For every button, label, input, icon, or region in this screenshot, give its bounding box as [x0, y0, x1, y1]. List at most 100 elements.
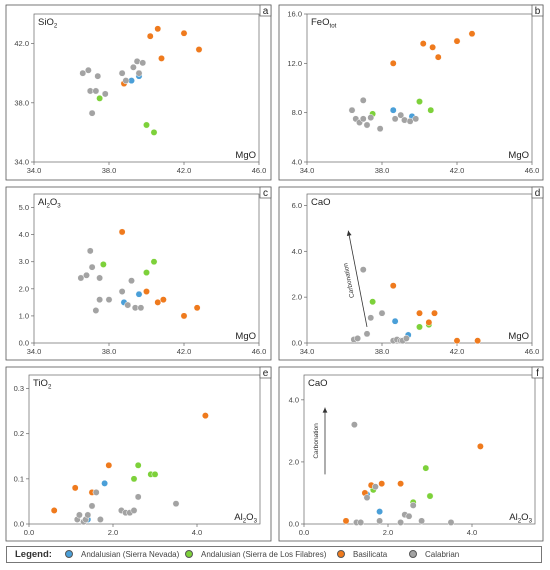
x-axis-label-f: Al2O3: [509, 512, 532, 525]
point-c-calabrian-8: [118, 288, 126, 295]
point-f-calabrian-10: [418, 517, 426, 525]
point-d-calabrian-10: [402, 334, 410, 342]
x-axis-label-d: MgO: [508, 331, 529, 342]
point-e-calabrian-11: [130, 507, 138, 514]
x-tick-label-c-2: 42.0: [177, 347, 192, 356]
x-tick-label-a-1: 38.0: [102, 166, 117, 175]
x-tick-label-e-2: 4.0: [192, 528, 202, 537]
point-d-los-filabres-1: [416, 323, 423, 331]
point-a-calabrian-9: [129, 63, 137, 71]
y-axis-label-c-part-1: 2: [46, 203, 50, 210]
legend-item-calabrian: Calabrian: [409, 550, 459, 559]
point-c-calabrian-6: [96, 274, 104, 282]
panel-a: 34.0 38.0 42.0 46.0 34.0 38.0 42.0 a SiO2 MgO: [5, 4, 272, 181]
x-axis-label-e-part-2: O: [246, 512, 253, 523]
y-tick-label-d-3: 6.0: [292, 201, 302, 210]
y-tick-label-a-0: 34.0: [14, 158, 29, 167]
point-c-basilicata-1: [143, 288, 150, 295]
point-d-calabrian-4: [367, 314, 375, 322]
x-tick-label-a-2: 42.0: [177, 166, 192, 175]
point-d-basilicata-4: [453, 337, 461, 345]
point-e-calabrian-4: [84, 511, 92, 519]
x-tick-label-b-0: 34.0: [300, 166, 315, 175]
x-tick-label-e-1: 2.0: [108, 528, 118, 537]
x-axis-label-e-part-0: Al: [234, 512, 242, 523]
point-b-sierra-nevada-0: [389, 106, 397, 114]
y-axis-label-c-part-0: Al: [38, 197, 46, 208]
point-a-basilicata-2: [154, 25, 162, 33]
y-axis-label-f-part-0: CaO: [308, 378, 328, 389]
y-axis-label-a-part-0: SiO: [38, 17, 54, 28]
panel-frame-d: [278, 186, 544, 361]
panel-badge-c: [259, 186, 272, 199]
legend-item-sierra-nevada: Andalusian (Sierra Nevada): [65, 550, 179, 559]
plot-area-a: [33, 13, 260, 163]
x-axis-label-b: MgO: [508, 150, 529, 161]
point-f-calabrian-6: [397, 518, 405, 526]
y-tick-label-f-2: 4.0: [289, 395, 299, 404]
point-a-calabrian-6: [101, 90, 109, 98]
point-b-calabrian-7: [376, 125, 384, 133]
x-tick-label-d-2: 42.0: [450, 347, 465, 356]
x-axis-label-a: MgO: [235, 150, 256, 161]
x-axis-label-e: Al2O3: [234, 512, 257, 525]
y-tick-label-a-2: 42.0: [14, 39, 29, 48]
point-b-calabrian-6: [367, 114, 375, 122]
point-b-basilicata-4: [453, 37, 461, 45]
point-e-calabrian-5: [88, 502, 96, 510]
point-c-calabrian-1: [83, 271, 90, 279]
point-e-sierra-nevada-1: [101, 479, 109, 487]
y-tick-label-c-2: 2.0: [19, 284, 29, 293]
point-a-calabrian-3: [88, 109, 96, 117]
panel-letter-e: e: [263, 368, 269, 379]
point-b-calabrian-5: [363, 121, 371, 129]
point-e-calabrian-1: [75, 511, 83, 519]
point-c-calabrian-10: [128, 277, 135, 285]
point-e-calabrian-13: [172, 500, 180, 508]
y-tick-label-d-1: 2.0: [292, 293, 302, 302]
x-axis-label-c: MgO: [235, 331, 256, 342]
x-axis-label-f-part-0: Al: [509, 512, 517, 523]
point-c-basilicata-5: [193, 304, 201, 312]
x-tick-label-f-1: 2.0: [383, 528, 393, 537]
point-e-los-filabres-1: [134, 461, 142, 469]
point-a-calabrian-4: [92, 87, 100, 95]
point-b-calabrian-8: [391, 115, 399, 123]
x-tick-label-c-3: 46.0: [252, 347, 267, 356]
point-e-calabrian-7: [96, 516, 104, 523]
point-b-calabrian-9: [397, 111, 405, 119]
point-e-calabrian-6: [92, 488, 100, 496]
y-tick-label-b-0: 4.0: [292, 158, 302, 167]
y-tick-label-c-5: 5.0: [19, 203, 29, 212]
panel-badge-f: [531, 366, 544, 379]
panel-badge-a: [259, 4, 272, 17]
panel-frame-c: [5, 186, 272, 361]
panel-f: 0.0 2.0 4.0 0.0 2.0 4.0 f CaO Al2O3 Carbonation: [278, 366, 544, 542]
x-tick-label-c-0: 34.0: [27, 347, 42, 356]
panel-letter-f: f: [536, 368, 539, 379]
point-e-basilicata-4: [105, 461, 113, 469]
x-axis-label-e-part-3: 3: [254, 518, 258, 525]
point-a-los-filabres-0: [96, 94, 104, 102]
panel-frame-b: [278, 4, 544, 181]
plot-area-d: [306, 193, 533, 344]
point-a-calabrian-12: [139, 59, 147, 67]
point-c-los-filabres-1: [143, 269, 150, 277]
point-b-basilicata-3: [434, 53, 442, 61]
x-tick-label-c-1: 38.0: [102, 347, 117, 356]
legend-label-los-filabres: Andalusian (Sierra de Los Filabres): [201, 550, 327, 559]
panel-letter-c: c: [263, 188, 268, 199]
y-tick-label-f-1: 2.0: [289, 457, 299, 466]
point-a-basilicata-5: [195, 46, 203, 53]
y-axis-label-b-part-0: FeO: [311, 17, 329, 28]
panel-d: 34.0 38.0 42.0 46.00.02.04.06.0dCaOMgOCarbo…: [278, 186, 544, 361]
point-c-los-filabres-0: [99, 260, 107, 268]
point-b-los-filabres-2: [427, 106, 435, 114]
legend-item-los-filabres: Andalusian (Sierra de Los Filabres): [185, 550, 326, 559]
x-tick-label-b-3: 46.0: [525, 166, 540, 175]
x-tick-label-f-2: 4.0: [467, 528, 477, 537]
point-f-calabrian-0: [350, 421, 358, 429]
point-f-calabrian-9: [409, 501, 417, 509]
point-c-calabrian-4: [92, 307, 100, 314]
legend-label-basilicata: Basilicata: [353, 550, 388, 559]
